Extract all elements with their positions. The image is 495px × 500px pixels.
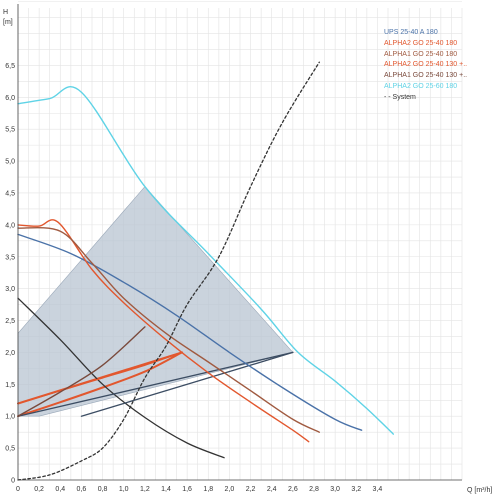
y-tick-label: 0,5 — [5, 446, 15, 453]
series-line-alpha2-go-25-40-180 — [17, 219, 310, 443]
legend-item: ALPHA2 GO 25-40 130 +.. — [384, 61, 468, 69]
y-tick-label: 4,5 — [5, 191, 15, 198]
x-tick-label: 1,2 — [140, 486, 150, 493]
x-tick-label: 2,4 — [267, 486, 277, 493]
series-line-alpha2-go-25-60-180 — [17, 86, 394, 435]
x-tick-label: 2,6 — [288, 486, 298, 493]
x-tick-label: 3,0 — [330, 486, 340, 493]
legend-item: UPS 25-40 A 180 — [384, 29, 438, 36]
y-tick-label: 0 — [11, 478, 15, 485]
y-tick-label: 4,0 — [5, 222, 15, 229]
y-tick-label: 2,0 — [5, 350, 15, 357]
x-tick-label: 3,4 — [373, 486, 383, 493]
y-tick-label: 5,0 — [5, 159, 15, 166]
x-tick-label: 0 — [16, 486, 20, 493]
x-axis-label: Q [m³/h] — [467, 487, 492, 494]
x-tick-label: 1,8 — [203, 486, 213, 493]
y-axis-label: H — [3, 9, 8, 16]
y-axis-unit: [m] — [3, 19, 13, 26]
legend-item: - - System — [384, 93, 416, 101]
curve-line — [17, 351, 183, 418]
legend-item: ALPHA1 GO 25-40 180 — [384, 50, 458, 58]
series-line-alpha2-go-25-40-130 — [17, 351, 183, 405]
x-tick-label: 2,0 — [225, 486, 235, 493]
curve-line — [17, 297, 225, 459]
x-tick-label: 1,0 — [119, 486, 129, 493]
y-tick-label: 6,0 — [5, 95, 15, 102]
legend: UPS 25-40 A 180 ALPHA2 GO 25-40 180 ALPH… — [384, 28, 492, 104]
series-line-alpha1-go-25-40-130 — [17, 326, 146, 417]
y-tick-label: 1,0 — [5, 414, 15, 421]
y-tick-label: 3,0 — [5, 286, 15, 293]
y-tick-label: 3,5 — [5, 254, 15, 261]
x-tick-label: 0,8 — [98, 486, 108, 493]
x-tick-label: 0,2 — [34, 486, 44, 493]
curve-line — [17, 351, 294, 417]
series-line-system — [17, 61, 320, 481]
legend-item: ALPHA1 GO 25-40 130 +.. — [384, 72, 468, 80]
legend-item: ALPHA2 GO 25-60 180 — [384, 82, 458, 90]
x-tick-label: 1,4 — [161, 486, 171, 493]
x-tick-label: 1,6 — [182, 486, 192, 493]
x-tick-label: 2,2 — [246, 486, 256, 493]
series-lines — [17, 61, 394, 481]
x-tick-label: 3,2 — [351, 486, 361, 493]
series-line-alpha1-go-25-40-180 — [17, 226, 320, 433]
axes: 0 0,2 0,4 0,6 0,8 1,0 1,2 1,4 1,6 1,8 2,0 2,2 2,4 2,6… — [5, 4, 462, 493]
series-line-ups-25-40-a-180 — [17, 233, 363, 431]
x-tick-label: 2,8 — [309, 486, 319, 493]
x-tick-label: 0,6 — [77, 486, 87, 493]
y-tick-label: 5,5 — [5, 127, 15, 134]
legend-item: ALPHA2 GO 25-40 180 — [384, 39, 458, 47]
y-tick-label: 6,5 — [5, 63, 15, 70]
curve-line — [80, 351, 294, 417]
y-tick-label: 1,5 — [5, 382, 15, 389]
x-tick-label: 0,4 — [55, 486, 65, 493]
y-tick-label: 2,5 — [5, 318, 15, 325]
